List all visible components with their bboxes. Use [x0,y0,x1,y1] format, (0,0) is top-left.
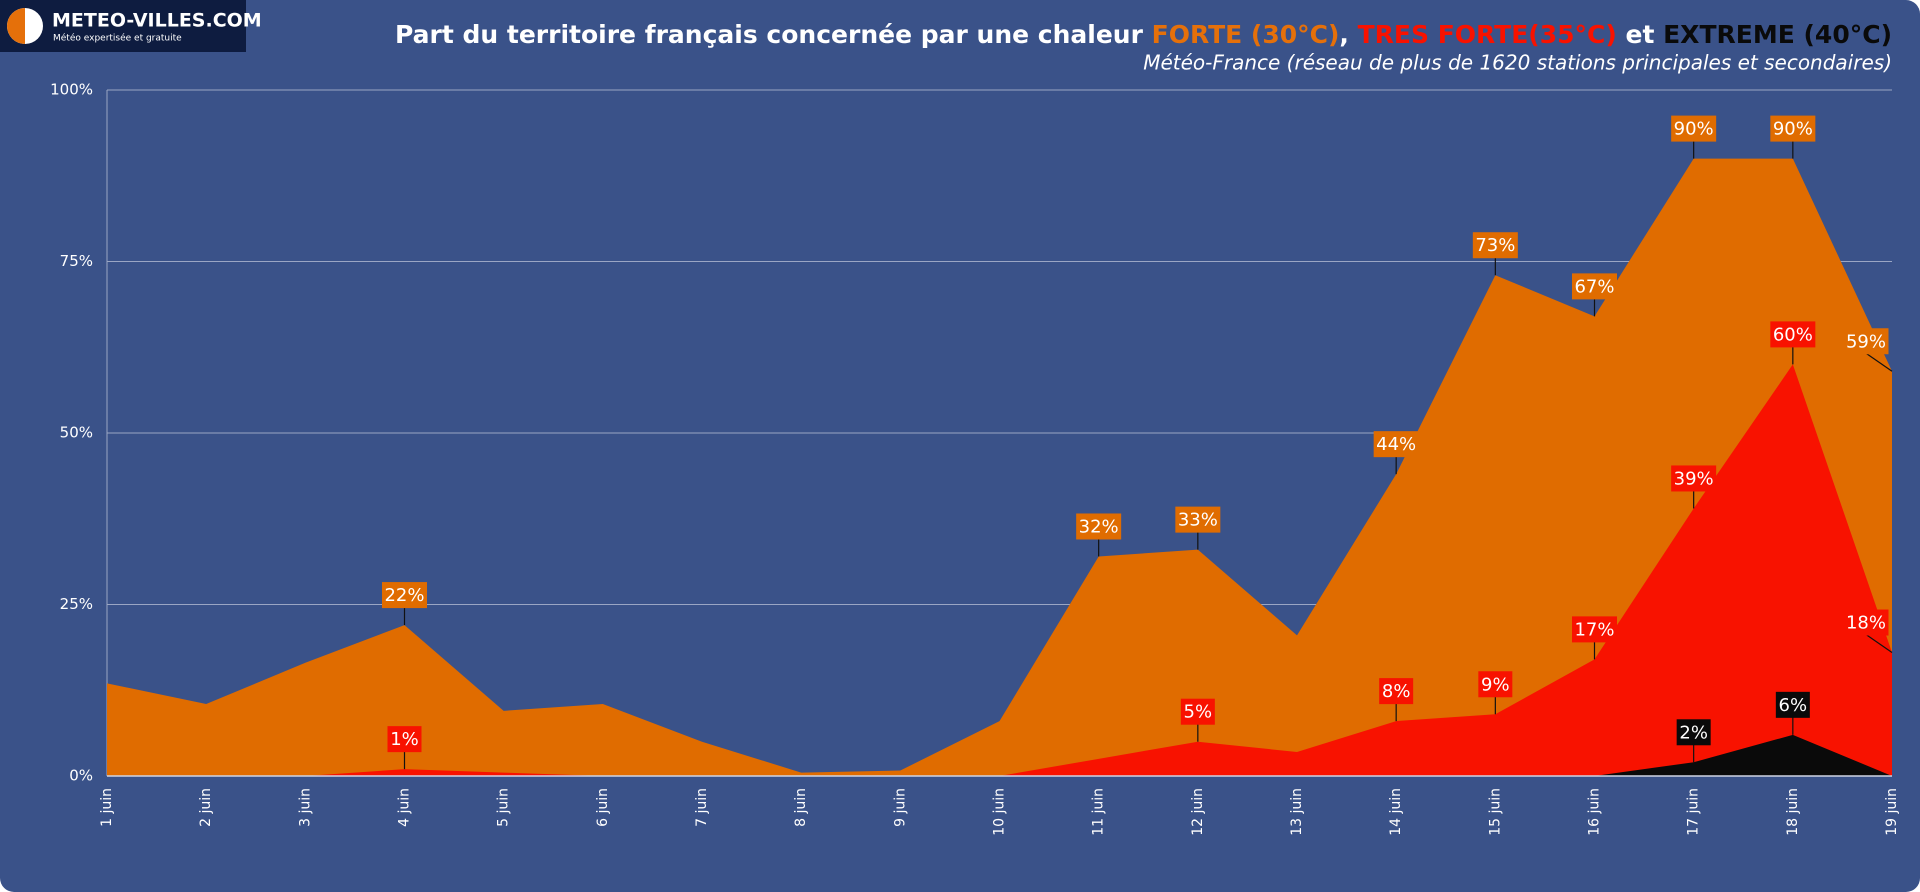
data-label-box [1572,273,1617,300]
data-label-box [382,582,427,609]
x-tick-label: 1 juin [99,788,115,827]
chart-subtitle: Météo-France (réseau de plus de 1620 sta… [1143,51,1892,75]
x-tick-label: 13 juin [1289,788,1305,836]
x-tick-label: 3 juin [297,788,313,827]
data-label: 6% [1779,695,1808,716]
data-label-box [1379,678,1414,705]
data-label-box [387,726,422,753]
data-label: 5% [1184,702,1213,723]
x-tick-label: 14 juin [1388,788,1404,836]
x-tick-label: 10 juin [992,788,1008,836]
title-part: Part du territoire français concernée pa… [395,20,1152,49]
data-label-box [1472,232,1518,259]
x-tick-label: 17 juin [1686,788,1702,836]
data-label-box [1572,616,1617,643]
x-tick-label: 5 juin [496,788,512,827]
logo-name: METEO-VILLES.COM [52,10,262,32]
data-label-box [1676,719,1711,746]
data-label: 67% [1574,276,1614,297]
x-tick-label: 18 juin [1785,788,1801,836]
leader-line [1865,634,1893,654]
title-part: EXTREME (40°C) [1663,20,1892,49]
y-tick-label: 0% [69,767,93,785]
x-tick-label: 6 juin [595,788,611,827]
x-tick-label: 12 juin [1190,788,1206,836]
x-tick-label: 2 juin [198,788,214,827]
data-label: 33% [1178,510,1218,531]
data-label: 8% [1382,681,1411,702]
x-tick-label: 19 juin [1884,788,1900,836]
data-label-box [1175,506,1221,533]
data-label-box [1770,115,1816,142]
x-tick-label: 16 juin [1587,788,1603,836]
chart-title: Part du territoire français concernée pa… [395,20,1892,49]
y-tick-label: 100% [50,81,93,99]
logo-tagline: Météo expertisée et gratuite [53,33,182,44]
x-tick-label: 9 juin [892,788,908,827]
data-label: 17% [1574,619,1614,640]
logo-icon-half [7,8,25,44]
area [107,158,1892,777]
data-label: 22% [384,585,424,606]
x-tick-label: 11 juin [1091,788,1107,836]
title-part: FORTE (30°C) [1152,20,1340,49]
title-part: , [1339,20,1357,49]
x-tick-label: 4 juin [397,788,413,827]
data-label-box [1770,321,1816,348]
area [107,734,1892,776]
data-label: 18% [1846,613,1886,634]
data-label-box [1775,691,1810,718]
data-label: 73% [1475,235,1515,256]
data-label-box [1478,671,1513,698]
data-label: 90% [1674,119,1714,140]
data-label: 32% [1079,516,1119,537]
area [107,364,1892,776]
data-label: 59% [1846,331,1886,352]
data-label: 1% [390,729,419,750]
x-tick-label: 7 juin [694,788,710,827]
data-label-box [1076,513,1122,540]
title-part: et [1617,20,1663,49]
data-label-box [1843,328,1889,355]
data-label: 60% [1773,324,1813,345]
data-label: 9% [1481,674,1510,695]
data-label: 44% [1376,434,1416,455]
y-tick-label: 75% [60,252,93,270]
data-label-box [1373,431,1419,458]
data-label: 90% [1773,119,1813,140]
y-tick-label: 50% [60,424,93,442]
data-label-box [1671,465,1717,492]
data-label: 39% [1674,468,1714,489]
data-label-box [1180,698,1215,725]
title-part: TRES FORTE(35°C) [1358,20,1617,49]
data-label: 2% [1679,722,1708,743]
x-tick-label: 15 juin [1487,788,1503,836]
x-tick-label: 8 juin [793,788,809,827]
y-tick-label: 25% [60,595,93,613]
data-label-box [1843,609,1889,636]
leader-line [1865,352,1893,372]
data-label-box [1671,115,1717,142]
